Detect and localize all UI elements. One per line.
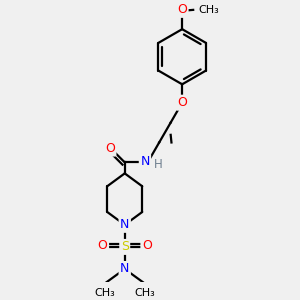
Text: O: O	[98, 239, 108, 253]
Text: O: O	[177, 96, 187, 109]
Text: O: O	[105, 142, 115, 155]
Text: H: H	[154, 158, 163, 171]
Text: O: O	[177, 3, 187, 16]
Text: CH₃: CH₃	[135, 288, 155, 298]
Text: N: N	[120, 262, 129, 275]
Text: CH₃: CH₃	[199, 5, 220, 15]
Text: S: S	[121, 240, 129, 254]
Text: O: O	[142, 239, 152, 253]
Text: N: N	[140, 155, 150, 168]
Text: CH₃: CH₃	[94, 288, 115, 298]
Text: N: N	[120, 218, 129, 231]
